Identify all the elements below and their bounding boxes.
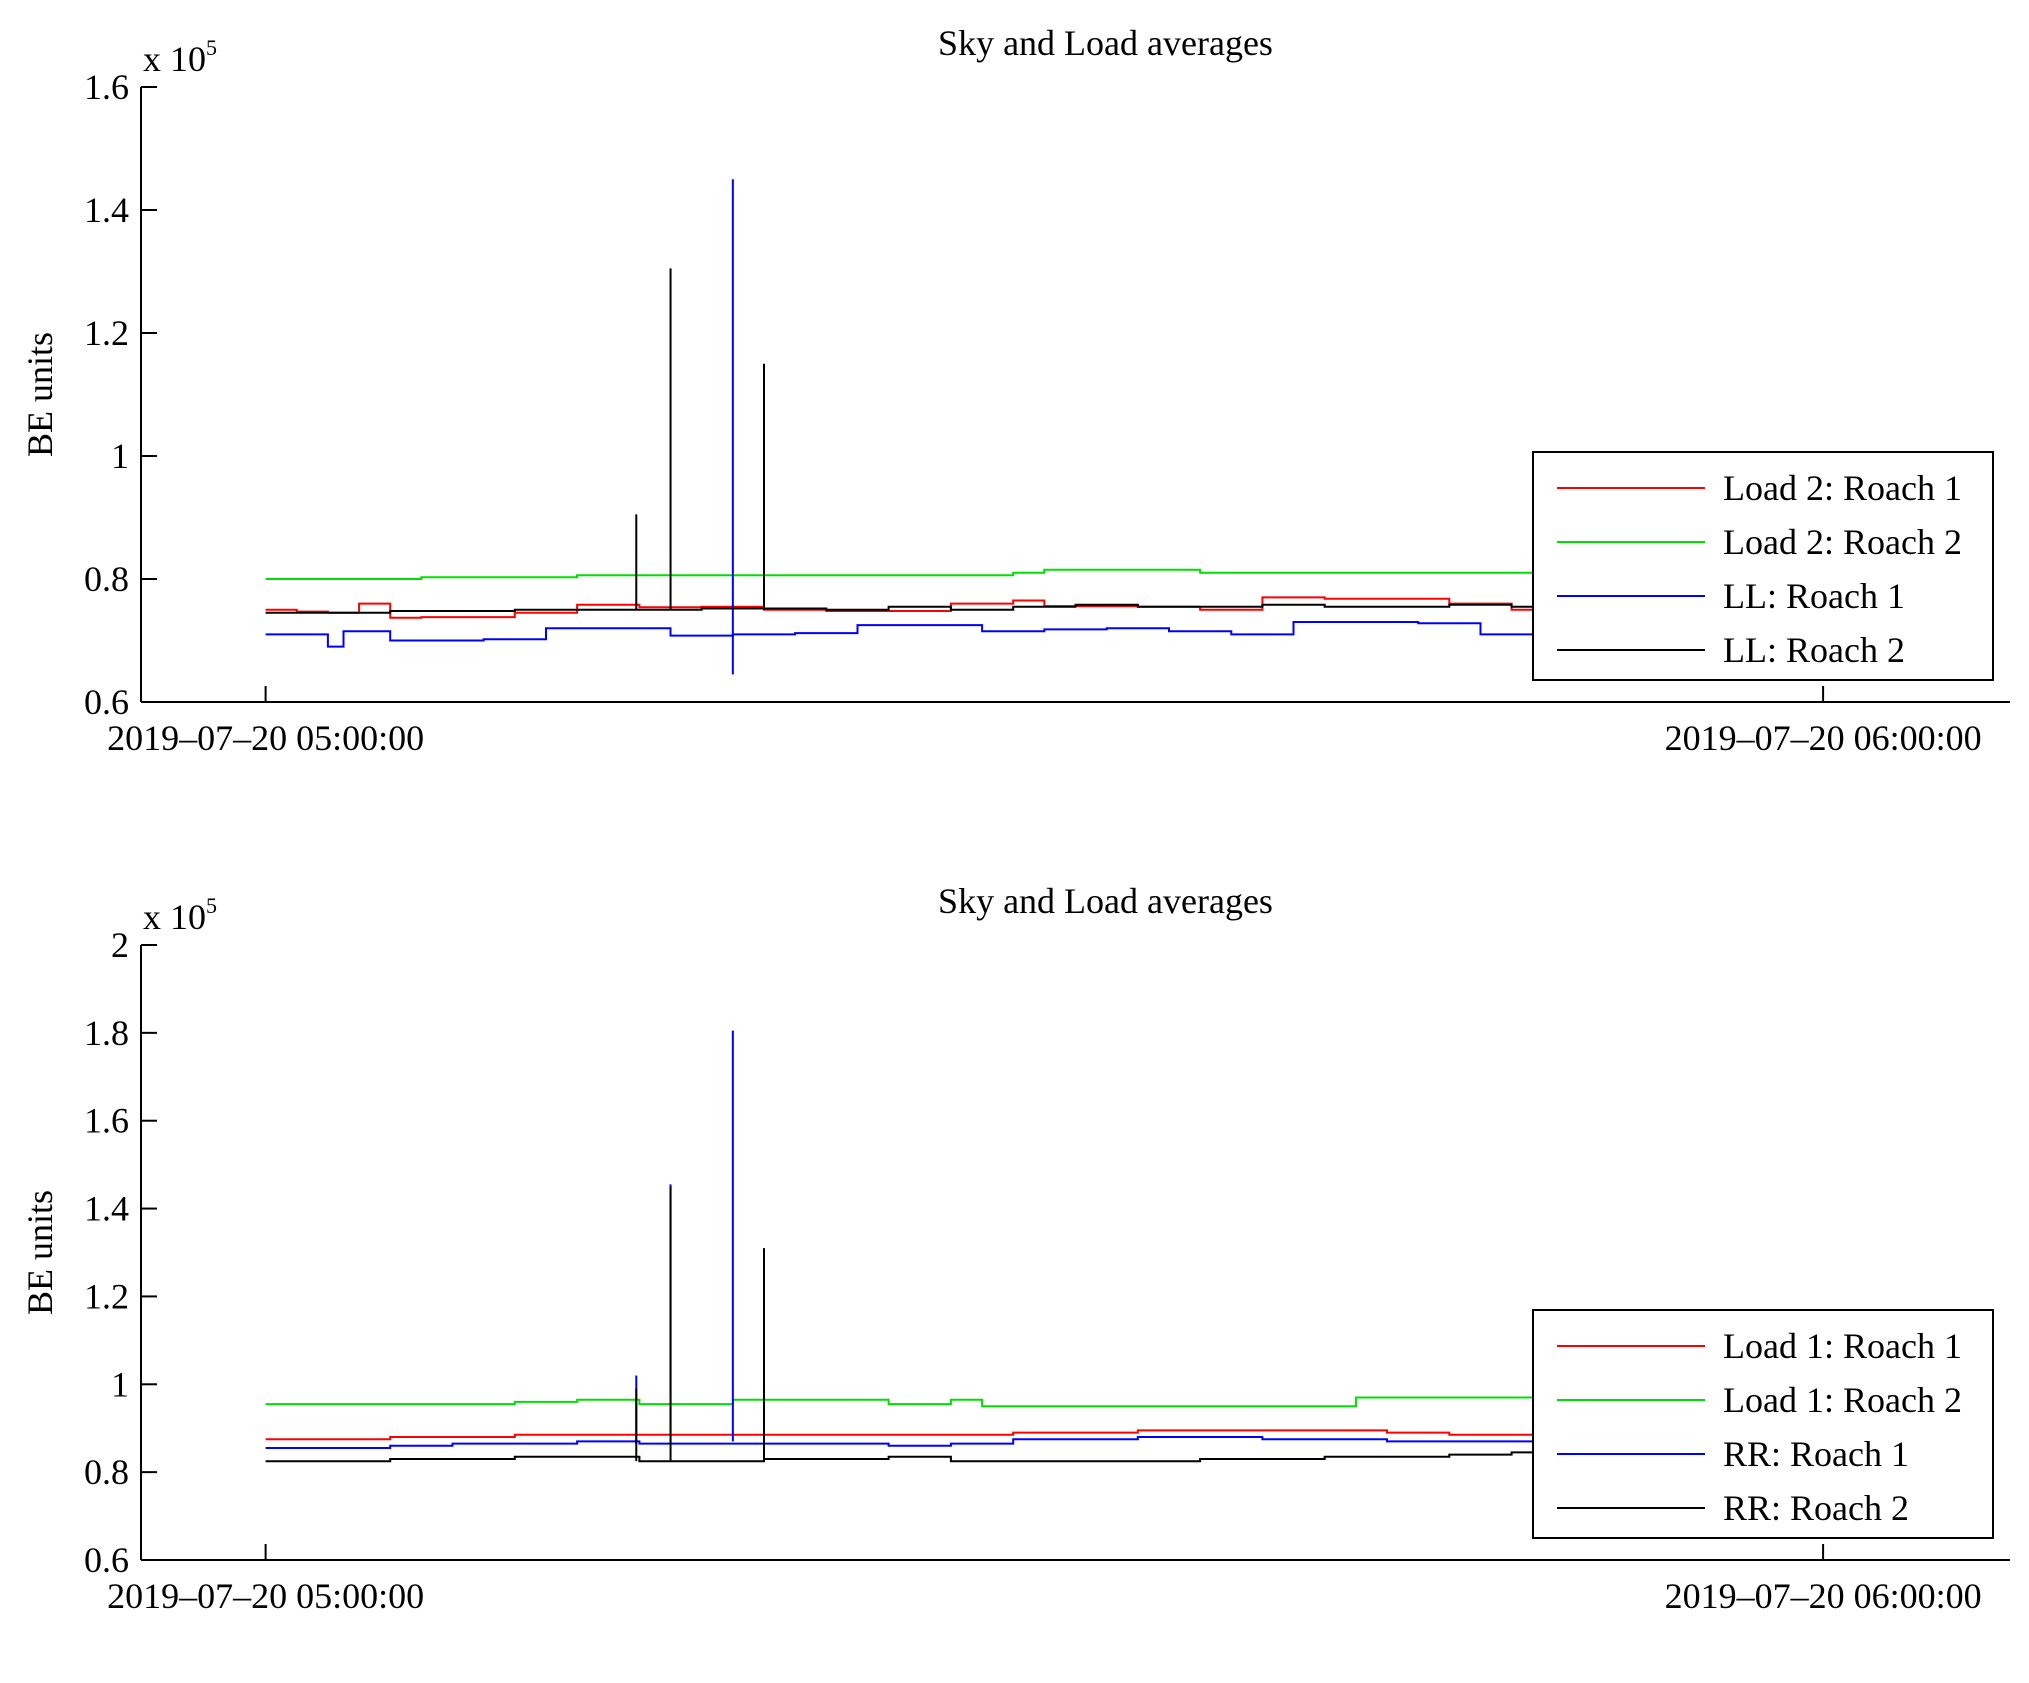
y-tick-label: 1.2 [84, 313, 129, 353]
legend-label: RR: Roach 1 [1723, 1434, 1909, 1474]
y-tick-label: 1.8 [84, 1013, 129, 1053]
chart-panel-2: Sky and Load averages BE units x 105 0.6 0.8… [20, 881, 2010, 1616]
legend-box [1532, 451, 1994, 681]
legend-label: Load 1: Roach 1 [1723, 1326, 1962, 1366]
y-axis-label: BE units [20, 332, 60, 457]
y-tick-label: 1.6 [84, 67, 129, 107]
y-tick-label: 0.8 [84, 1452, 129, 1492]
legend-label: Load 2: Roach 1 [1723, 468, 1962, 508]
y-tick-label: 0.6 [84, 682, 129, 722]
chart-title: Sky and Load averages [938, 23, 1273, 63]
y-tick-label: 1.6 [84, 1101, 129, 1141]
x-tick-label: 2019–07–20 06:00:00 [1665, 718, 1982, 758]
y-axis-label: BE units [20, 1190, 60, 1315]
legend-label: Load 1: Roach 2 [1723, 1380, 1962, 1420]
series-line-1 [265, 596, 1825, 619]
y-tick-label: 0.6 [84, 1540, 129, 1580]
x-tick-label: 2019–07–20 05:00:00 [107, 1576, 424, 1616]
series-line-2 [265, 1396, 1824, 1408]
y-exponent-label: x 105 [143, 35, 217, 79]
chart-panel-1: Sky and Load averages BE units x 105 0.6 0.8… [20, 23, 2010, 758]
y-tick-label: 1 [111, 436, 129, 476]
y-exponent-label: x 105 [143, 893, 217, 937]
y-tick-label: 1.2 [84, 1276, 129, 1316]
legend-label: Load 2: Roach 2 [1723, 522, 1962, 562]
y-tick-label: 1 [111, 1364, 129, 1404]
legend-label: LL: Roach 1 [1723, 576, 1905, 616]
legend-label: LL: Roach 2 [1723, 630, 1905, 670]
x-tick-label: 2019–07–20 05:00:00 [107, 718, 424, 758]
y-tick-label: 0.8 [84, 559, 129, 599]
legend-label: RR: Roach 2 [1723, 1488, 1909, 1528]
legend-box [1532, 1309, 1994, 1539]
chart-title: Sky and Load averages [938, 881, 1273, 921]
y-tick-label: 1.4 [84, 190, 129, 230]
x-tick-label: 2019–07–20 06:00:00 [1665, 1576, 1982, 1616]
y-tick-label: 1.4 [84, 1189, 129, 1229]
y-tick-label: 2 [111, 925, 129, 965]
